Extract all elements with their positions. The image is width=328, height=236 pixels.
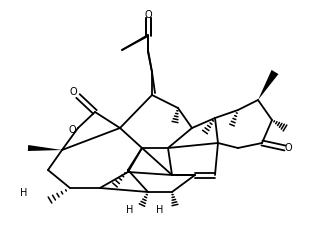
Polygon shape <box>258 70 278 100</box>
Text: O: O <box>144 10 152 20</box>
Text: O: O <box>68 125 76 135</box>
Text: O: O <box>284 143 292 153</box>
Text: H: H <box>156 205 164 215</box>
Text: H: H <box>20 188 28 198</box>
Polygon shape <box>28 145 62 151</box>
Text: H: H <box>126 205 134 215</box>
Text: O: O <box>69 87 77 97</box>
